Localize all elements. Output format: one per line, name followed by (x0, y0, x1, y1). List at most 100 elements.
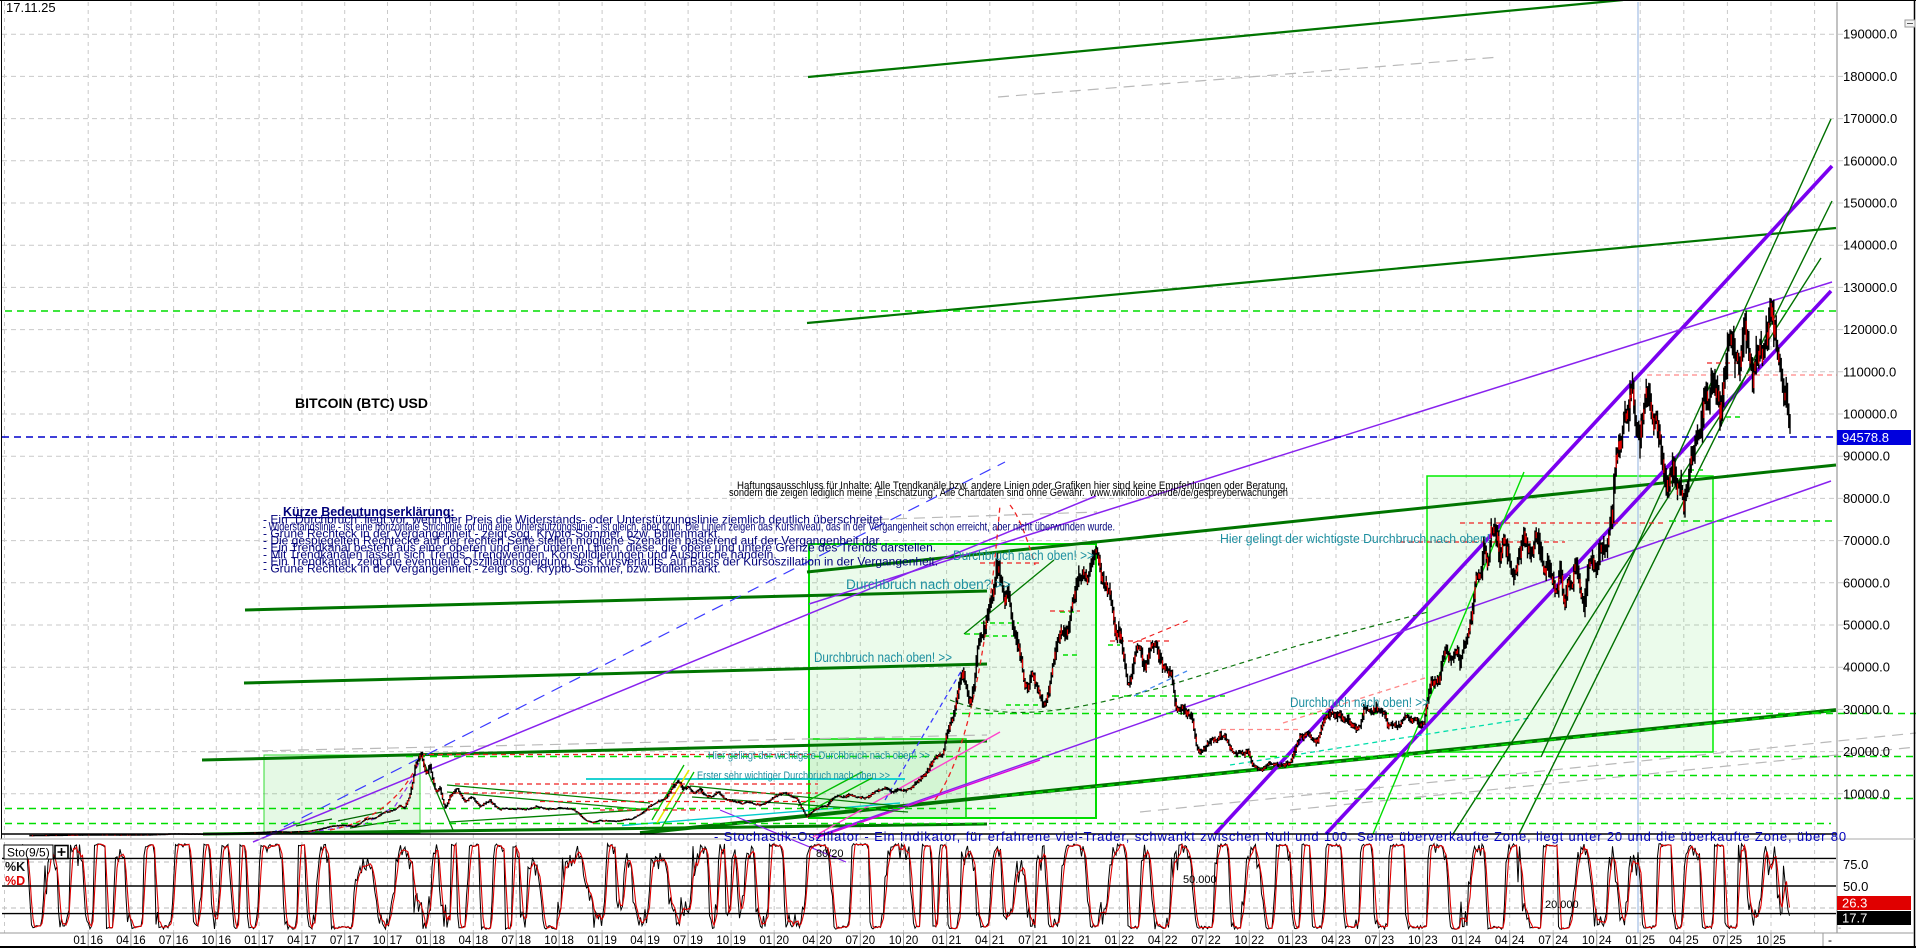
svg-text:Sto(9/5): Sto(9/5) (7, 846, 50, 860)
svg-text:40000.0: 40000.0 (1843, 660, 1890, 675)
svg-text:%K: %K (5, 860, 25, 874)
svg-text:17.7: 17.7 (1842, 911, 1867, 926)
svg-text:130000.0: 130000.0 (1843, 280, 1897, 295)
svg-text:190000.0: 190000.0 (1843, 27, 1897, 42)
svg-text:17: 17 (390, 935, 403, 947)
svg-text:10: 10 (1756, 935, 1769, 947)
svg-text:18: 18 (561, 935, 574, 947)
svg-text:07: 07 (846, 935, 859, 947)
svg-text:20: 20 (819, 935, 832, 947)
svg-text:Erster sehr wichtiger Durchbru: Erster sehr wichtiger Durchbruch nach ob… (697, 770, 890, 782)
svg-text:04: 04 (1495, 935, 1508, 947)
svg-text:- Ein Trendkanal besteht aus e: - Ein Trendkanal besteht aus einer obere… (263, 541, 936, 555)
svg-text:04: 04 (459, 935, 472, 947)
svg-text:BITCOIN (BTC) USD: BITCOIN (BTC) USD (295, 395, 428, 411)
svg-text:Hier gelingt der wichtigste Du: Hier gelingt der wichtigste Durchbruch n… (1220, 532, 1490, 546)
svg-text:07: 07 (1365, 935, 1378, 947)
svg-text:04: 04 (802, 935, 815, 947)
svg-text:04: 04 (1321, 935, 1334, 947)
svg-text:Durchbruch nach oben! >>: Durchbruch nach oben! >> (953, 548, 1094, 563)
svg-text:22: 22 (1121, 935, 1134, 947)
svg-text:07: 07 (1191, 935, 1204, 947)
svg-text:sondern die zeigen lediglich m: sondern die zeigen lediglich meine ‚Eins… (729, 487, 1288, 499)
svg-text:19: 19 (690, 935, 703, 947)
svg-text:170000.0: 170000.0 (1843, 111, 1897, 126)
svg-text:24: 24 (1512, 935, 1525, 947)
svg-text:01: 01 (1278, 935, 1291, 947)
svg-text:07: 07 (1018, 935, 1031, 947)
svg-text:Hier gelingt der wichtigste Du: Hier gelingt der wichtigste Durchbruch n… (708, 750, 930, 762)
svg-text:21: 21 (1078, 935, 1091, 947)
svg-text:18: 18 (518, 935, 531, 947)
svg-text:Durchbruch nach oben! >>: Durchbruch nach oben! >> (1290, 695, 1429, 710)
svg-text:180000.0: 180000.0 (1843, 69, 1897, 84)
svg-text:- Ein Trendkanal, zeigt die ev: - Ein Trendkanal, zeigt die eventuelle O… (263, 555, 938, 569)
svg-text:21: 21 (949, 935, 962, 947)
svg-text:Durchbruch nach oben? >>: Durchbruch nach oben? >> (846, 577, 1011, 592)
svg-text:04: 04 (116, 935, 129, 947)
svg-text:04: 04 (975, 935, 988, 947)
svg-text:04: 04 (1148, 935, 1161, 947)
svg-text:25: 25 (1686, 935, 1699, 947)
svg-text:07: 07 (1713, 935, 1726, 947)
svg-text:19: 19 (733, 935, 746, 947)
svg-text:21: 21 (992, 935, 1005, 947)
svg-text:07: 07 (159, 935, 172, 947)
svg-text:04: 04 (1669, 935, 1682, 947)
svg-text:- Die gespiegelten Rechtecke a: - Die gespiegelten Rechtecke auf der rec… (263, 534, 882, 548)
svg-text:100000.0: 100000.0 (1843, 407, 1897, 422)
svg-text:01: 01 (932, 935, 945, 947)
svg-text:90000.0: 90000.0 (1843, 449, 1890, 464)
svg-text:20.000: 20.000 (1545, 899, 1579, 911)
svg-text:- Grüne Rechteck in der Vergan: - Grüne Rechteck in der Vergangenheit - … (263, 562, 721, 576)
svg-text:18: 18 (432, 935, 445, 947)
svg-text:70000.0: 70000.0 (1843, 533, 1890, 548)
svg-text:10000.0: 10000.0 (1843, 786, 1890, 801)
svg-text:25: 25 (1773, 935, 1786, 947)
svg-text:80/20: 80/20 (816, 848, 844, 860)
svg-text:24: 24 (1468, 935, 1481, 947)
svg-text:19: 19 (647, 935, 660, 947)
svg-text:07: 07 (501, 935, 514, 947)
svg-text:26.3: 26.3 (1842, 896, 1867, 911)
svg-text:01: 01 (244, 935, 257, 947)
svg-text:01: 01 (1105, 935, 1118, 947)
svg-text:17: 17 (261, 935, 274, 947)
svg-text:01: 01 (73, 935, 86, 947)
svg-text:60000.0: 60000.0 (1843, 575, 1890, 590)
svg-text:19: 19 (604, 935, 617, 947)
svg-text:22: 22 (1251, 935, 1264, 947)
svg-text:10: 10 (1061, 935, 1074, 947)
svg-text:140000.0: 140000.0 (1843, 238, 1897, 253)
svg-text:10: 10 (889, 935, 902, 947)
svg-text:94578.8: 94578.8 (1842, 430, 1889, 445)
svg-text:16: 16 (176, 935, 189, 947)
svg-text:16: 16 (218, 935, 231, 947)
svg-text:23: 23 (1425, 935, 1438, 947)
svg-text:24: 24 (1555, 935, 1568, 947)
svg-text:17: 17 (347, 935, 360, 947)
svg-text:01: 01 (416, 935, 429, 947)
svg-text:10: 10 (1408, 935, 1421, 947)
svg-text:%D: %D (5, 874, 25, 888)
svg-text:-: - (1838, 923, 1841, 934)
svg-text:16: 16 (133, 935, 146, 947)
svg-text:-: - (1828, 933, 1832, 947)
svg-text:17.11.25: 17.11.25 (6, 0, 56, 15)
svg-text:07: 07 (330, 935, 343, 947)
svg-text:50.000: 50.000 (1183, 874, 1217, 886)
svg-text:20: 20 (776, 935, 789, 947)
svg-text:Haftungsausschluss für Inhalte: Haftungsausschluss für Inhalte: Alle Tre… (737, 480, 1288, 492)
svg-text:20: 20 (862, 935, 875, 947)
svg-text:01: 01 (1625, 935, 1638, 947)
svg-text:- Grüne Rechteck in der Vergan: - Grüne Rechteck in der Vergangenheit - … (263, 527, 721, 541)
svg-text:10: 10 (1582, 935, 1595, 947)
svg-text:04: 04 (630, 935, 643, 947)
svg-text:04: 04 (287, 935, 300, 947)
svg-text:23: 23 (1338, 935, 1351, 947)
svg-text:- Stochastik-Oszillator - Ein: - Stochastik-Oszillator - Ein Indikator,… (714, 829, 1847, 844)
svg-text:07: 07 (673, 935, 686, 947)
svg-text:80000.0: 80000.0 (1843, 491, 1890, 506)
svg-text:22: 22 (1165, 935, 1178, 947)
svg-text:16: 16 (90, 935, 103, 947)
